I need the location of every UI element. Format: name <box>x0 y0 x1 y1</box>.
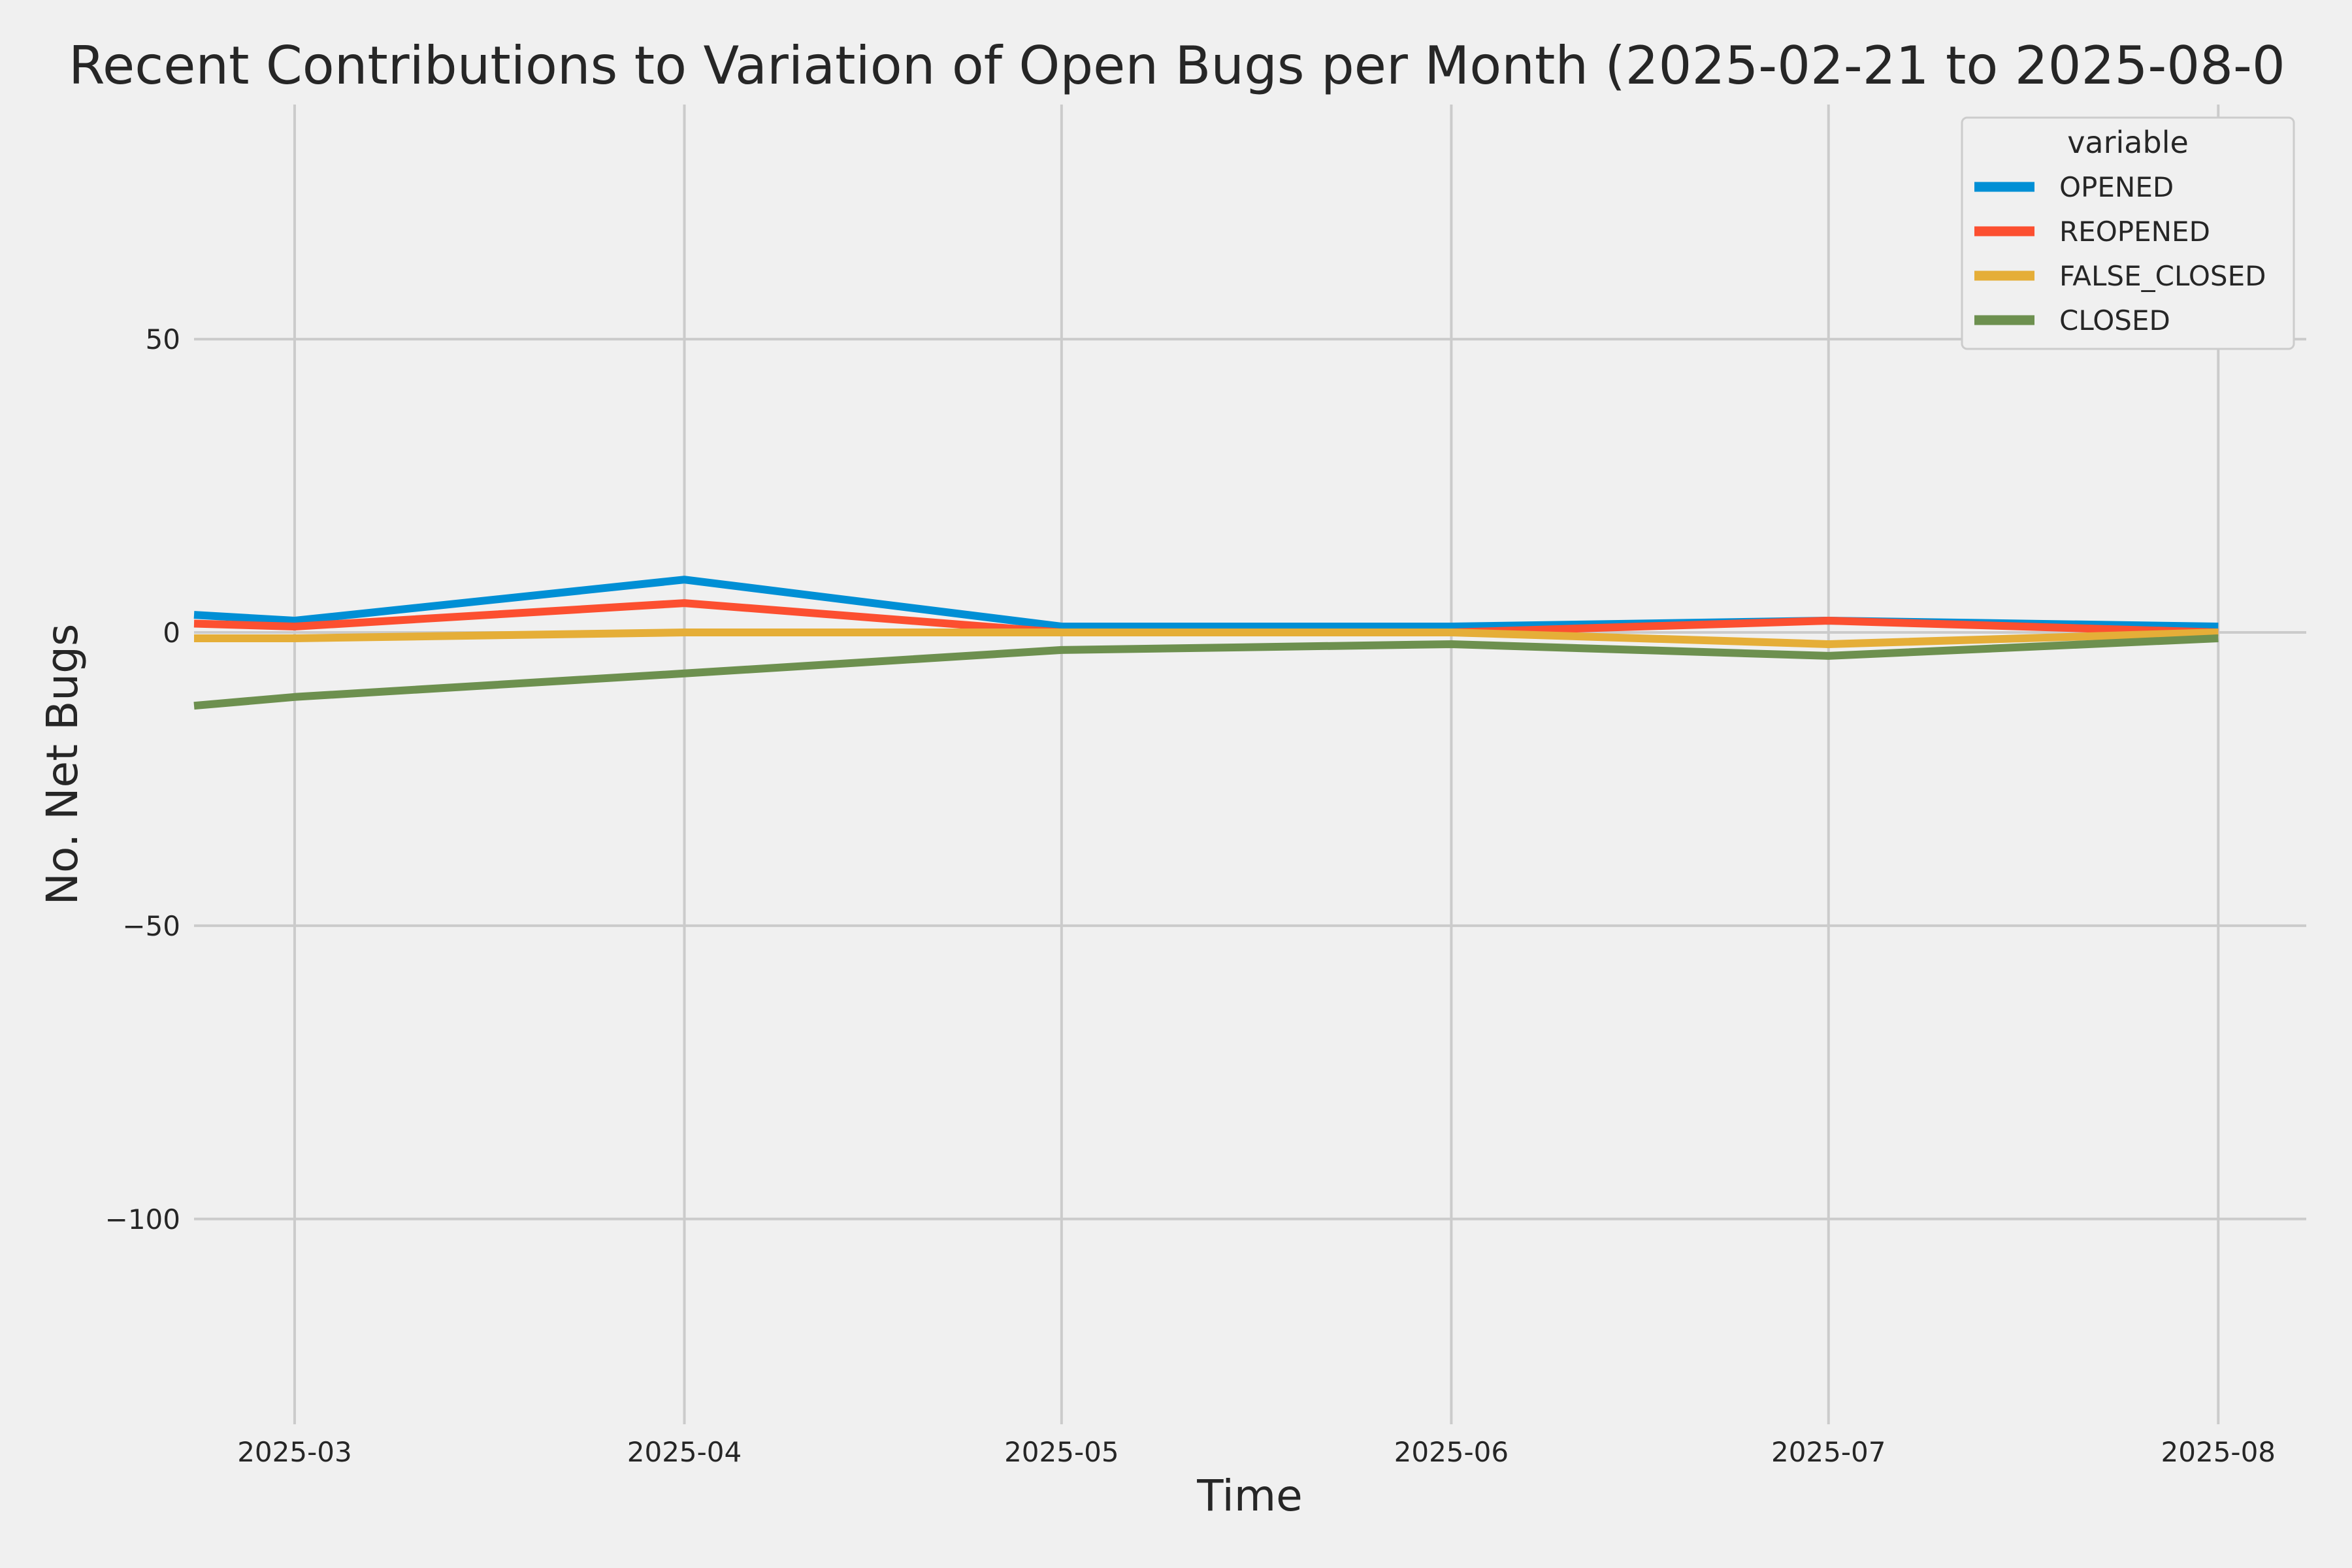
series-line-false-closed <box>194 629 2219 648</box>
x-tick-label: 2025-08 <box>2161 1436 2276 1468</box>
x-axis-label: Time <box>1196 1471 1303 1521</box>
series-lines <box>193 576 2219 710</box>
x-tick-label: 2025-03 <box>237 1436 352 1468</box>
legend-label-opened: OPENED <box>2059 171 2174 203</box>
y-tick-label: 50 <box>146 323 180 355</box>
x-tick-label: 2025-06 <box>1394 1436 1509 1468</box>
legend-frame <box>1961 116 2295 350</box>
x-tick-label: 2025-07 <box>1771 1436 1886 1468</box>
y-tick-label: −50 <box>122 910 180 942</box>
x-tick-label: 2025-05 <box>1004 1436 1119 1468</box>
y-tick-label: 0 <box>163 617 180 649</box>
y-tick-label: −100 <box>105 1203 180 1235</box>
series-line-closed <box>193 634 2219 710</box>
legend-title: variable <box>2067 125 2189 160</box>
legend-label-reopened: REOPENED <box>2059 216 2210 248</box>
y-axis-label: No. Net Bugs <box>37 624 88 906</box>
legend-label-closed: CLOSED <box>2059 304 2170 336</box>
legend: variable OPENED REOPENED FALSE_CLOSED CLOSE… <box>1961 116 2295 350</box>
y-tick-labels: 50 0 −50 −100 <box>105 323 180 1235</box>
x-tick-label: 2025-04 <box>627 1436 742 1468</box>
x-tick-labels: 2025-03 2025-04 2025-05 2025-06 2025-07 2025-… <box>237 1436 2276 1468</box>
legend-label-false-closed: FALSE_CLOSED <box>2059 260 2266 292</box>
chart-title: Recent Contributions to Variation of Ope… <box>69 35 2285 96</box>
legend-items: OPENED REOPENED FALSE_CLOSED CLOSED <box>1974 171 2266 336</box>
